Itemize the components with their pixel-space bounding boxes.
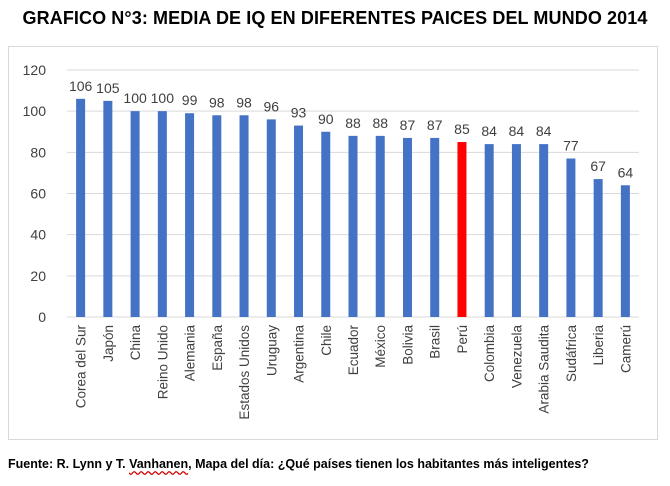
bar	[511, 144, 521, 317]
data-label: 84	[536, 123, 552, 139]
x-tick-label: Japón	[101, 325, 116, 362]
bar	[157, 111, 167, 318]
y-tick-label: 80	[30, 144, 46, 160]
y-tick-label: 20	[30, 268, 46, 284]
data-label: 87	[400, 117, 416, 133]
x-tick-label: Perú	[455, 325, 470, 354]
data-label: 96	[263, 98, 279, 114]
chart-area: 0 20 40 60 80 100 120 106 Corea del Sur 105 Japón 1…	[8, 46, 658, 440]
y-tick-label: 60	[30, 186, 46, 202]
bar	[212, 115, 222, 318]
data-label: 87	[427, 117, 443, 133]
data-label: 106	[69, 78, 93, 94]
bar-chart: 0 20 40 60 80 100 120 106 Corea del Sur 105 Japón 1…	[23, 62, 639, 420]
data-label: 67	[590, 158, 606, 174]
x-tick-label: Brasil	[428, 325, 443, 359]
chart-title: GRAFICO N°3: MEDIA DE IQ EN DIFERENTES P…	[22, 8, 648, 28]
x-tick-label: España	[210, 325, 225, 371]
data-label: 64	[618, 164, 634, 180]
bar	[348, 135, 358, 317]
bar	[402, 137, 412, 317]
y-tick-label: 100	[23, 103, 47, 119]
bar	[76, 98, 86, 317]
data-label: 98	[236, 94, 252, 110]
data-label: 84	[509, 123, 525, 139]
data-label: 84	[481, 123, 497, 139]
data-label: 77	[563, 138, 579, 154]
data-label: 99	[182, 92, 198, 108]
x-tick-label: Argentina	[292, 325, 307, 383]
bar	[430, 137, 440, 317]
bar	[620, 185, 630, 317]
source-prefix: Fuente: R. Lynn y T.	[8, 457, 130, 471]
bar	[539, 144, 549, 317]
x-tick-label: Ecuador	[346, 325, 361, 376]
bar	[593, 179, 603, 317]
data-label: 88	[345, 115, 361, 131]
x-tick-label: México	[373, 325, 388, 368]
data-label: 100	[123, 90, 147, 106]
data-label: 85	[454, 121, 470, 137]
bar	[103, 100, 113, 317]
x-tick-label: Reino Unido	[155, 325, 170, 399]
x-tick-label: Arabia Saudita	[537, 325, 552, 414]
x-tick-label: Estados Unidos	[237, 325, 252, 420]
x-tick-label: Venezuela	[509, 325, 524, 389]
bar	[185, 113, 195, 317]
source-suffix: , Mapa del día: ¿Qué países tienen los h…	[188, 457, 589, 471]
bar	[375, 135, 385, 317]
data-label: 98	[209, 94, 225, 110]
x-tick-label: Chile	[319, 325, 334, 356]
bar	[130, 111, 140, 318]
source-author: Vanhanen	[129, 457, 189, 471]
bar	[266, 119, 276, 318]
y-tick-label: 0	[38, 309, 46, 325]
x-tick-label: Uruguay	[264, 325, 279, 376]
bar	[321, 131, 331, 317]
data-label: 90	[318, 111, 334, 127]
y-tick-label: 40	[30, 227, 46, 243]
x-tick-label: Colombia	[482, 325, 497, 383]
bar	[457, 142, 467, 317]
bar	[294, 125, 304, 317]
x-tick-label: China	[128, 325, 143, 361]
x-tick-label: Sudáfrica	[564, 325, 579, 383]
bar	[566, 158, 576, 317]
data-label: 105	[96, 80, 120, 96]
x-tick-label: Bolivia	[400, 325, 415, 365]
data-label: 100	[151, 90, 175, 106]
bar	[239, 115, 249, 318]
x-tick-label: Alemania	[183, 325, 198, 382]
x-tick-label: Corea del Sur	[74, 324, 89, 408]
y-tick-label: 120	[23, 62, 47, 78]
bar	[484, 144, 494, 317]
data-label: 88	[372, 115, 388, 131]
data-label: 93	[291, 105, 307, 121]
x-tick-label: Camerú	[618, 325, 633, 373]
x-tick-label: Liberia	[591, 325, 606, 366]
source-note: Fuente: R. Lynn y T. Vanhanen, Mapa del …	[8, 457, 668, 471]
